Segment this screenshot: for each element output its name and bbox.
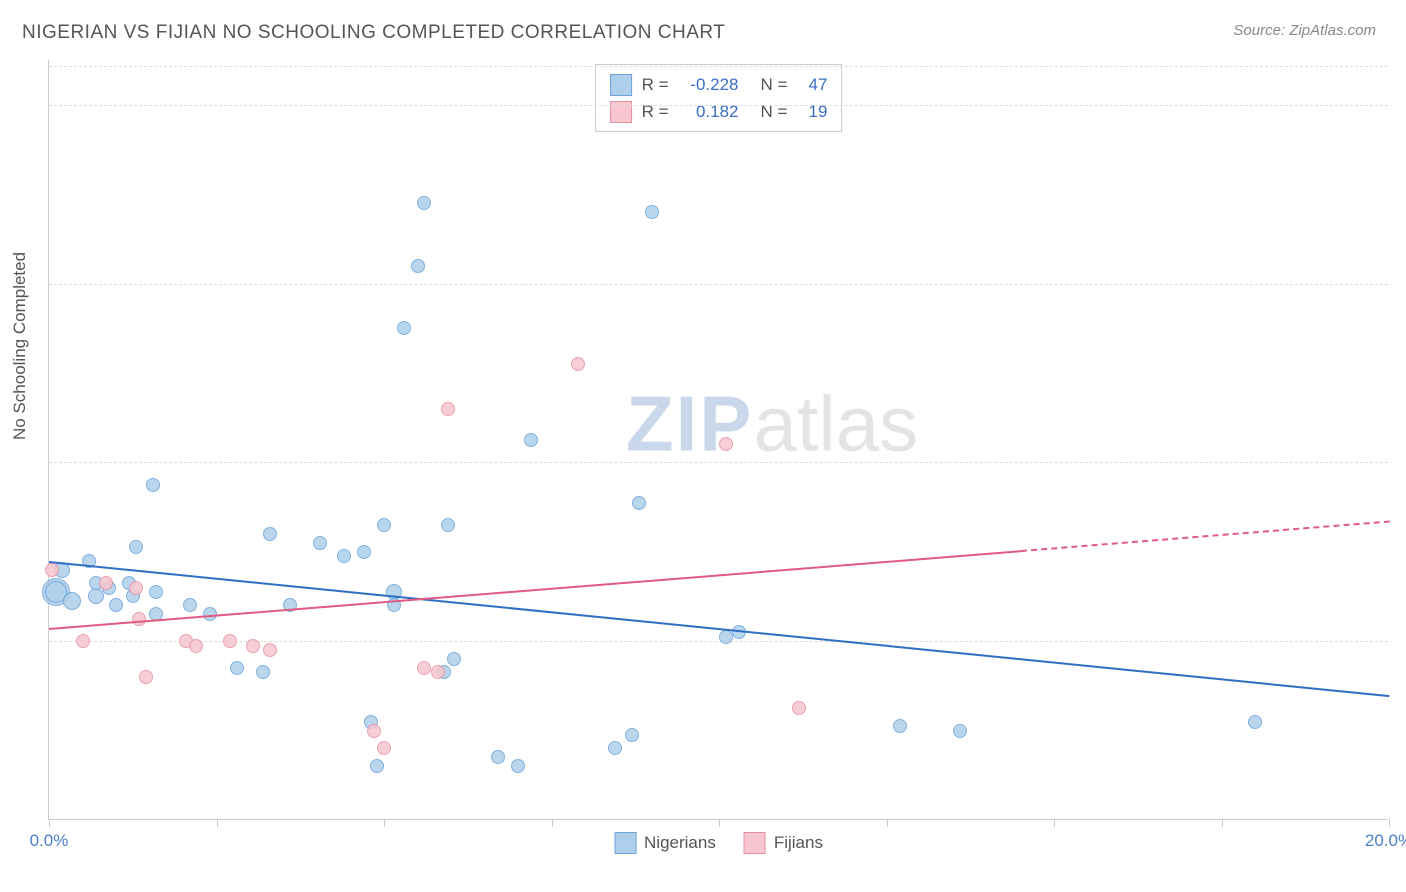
watermark-part1: ZIP: [626, 380, 753, 468]
y-axis-label: No Schooling Completed: [10, 252, 30, 440]
n-label: N =: [761, 98, 788, 125]
data-point: [223, 634, 237, 648]
legend-swatch: [744, 832, 766, 854]
data-point: [256, 665, 270, 679]
chart-plot-area: ZIPatlas R =-0.228N =47R =0.182N =19 Nig…: [48, 60, 1388, 820]
legend-label: Nigerians: [644, 833, 716, 853]
x-tick: [1222, 819, 1223, 827]
data-point: [417, 196, 431, 210]
data-point: [109, 598, 123, 612]
data-point: [645, 205, 659, 219]
data-point: [953, 724, 967, 738]
data-point: [571, 357, 585, 371]
trend-line: [49, 550, 1021, 630]
chart-title: NIGERIAN VS FIJIAN NO SCHOOLING COMPLETE…: [22, 22, 725, 44]
legend-label: Fijians: [774, 833, 823, 853]
data-point: [431, 665, 445, 679]
data-point: [129, 581, 143, 595]
x-tick: [384, 819, 385, 827]
source-attribution: Source: ZipAtlas.com: [1233, 22, 1376, 39]
data-point: [263, 643, 277, 657]
grid-line: [49, 284, 1388, 285]
data-point: [719, 437, 733, 451]
x-tick: [552, 819, 553, 827]
data-point: [139, 670, 153, 684]
stats-row: R = 0.182 N = 19: [610, 98, 828, 125]
data-point: [370, 759, 384, 773]
data-point: [63, 592, 81, 610]
y-tick-label: 6.0%: [1393, 274, 1406, 294]
data-point: [411, 259, 425, 273]
data-point: [99, 576, 113, 590]
data-point: [132, 612, 146, 626]
data-point: [189, 639, 203, 653]
x-tick: [217, 819, 218, 827]
data-point: [397, 321, 411, 335]
r-label: R =: [642, 71, 669, 98]
r-label: R =: [642, 98, 669, 125]
data-point: [146, 478, 160, 492]
x-tick: [1389, 819, 1390, 827]
grid-line: [49, 105, 1388, 106]
data-point: [511, 759, 525, 773]
grid-line: [49, 462, 1388, 463]
x-tick: [887, 819, 888, 827]
x-tick: [719, 819, 720, 827]
data-point: [337, 549, 351, 563]
x-tick-label: 20.0%: [1365, 831, 1406, 851]
y-tick-label: 4.0%: [1393, 452, 1406, 472]
x-tick: [49, 819, 50, 827]
data-point: [608, 741, 622, 755]
data-point: [447, 652, 461, 666]
data-point: [230, 661, 244, 675]
trend-line: [1020, 520, 1389, 551]
y-tick-label: 2.0%: [1393, 631, 1406, 651]
data-point: [45, 563, 59, 577]
r-value: 0.182: [679, 98, 739, 125]
data-point: [792, 701, 806, 715]
data-point: [183, 598, 197, 612]
data-point: [377, 741, 391, 755]
grid-line: [49, 66, 1388, 67]
data-point: [377, 518, 391, 532]
data-point: [88, 588, 104, 604]
watermark-part2: atlas: [753, 380, 918, 468]
data-point: [367, 724, 381, 738]
x-tick-label: 0.0%: [30, 831, 69, 851]
data-point: [76, 634, 90, 648]
data-point: [149, 585, 163, 599]
correlation-stats-box: R = -0.228 N = 47 R = 0.182 N = 19: [595, 64, 843, 132]
trend-line: [49, 561, 1389, 697]
data-point: [893, 719, 907, 733]
data-point: [417, 661, 431, 675]
data-point: [441, 518, 455, 532]
data-point: [129, 540, 143, 554]
data-point: [491, 750, 505, 764]
data-point: [313, 536, 327, 550]
series-legend: Nigerians Fijians: [614, 832, 823, 854]
n-value: 19: [797, 98, 827, 125]
n-value: 47: [797, 71, 827, 98]
data-point: [441, 402, 455, 416]
data-point: [524, 433, 538, 447]
stats-row: R = -0.228 N = 47: [610, 71, 828, 98]
n-label: N =: [761, 71, 788, 98]
y-tick-label: 8.0%: [1393, 95, 1406, 115]
legend-swatch: [614, 832, 636, 854]
r-value: -0.228: [679, 71, 739, 98]
x-tick: [1054, 819, 1055, 827]
data-point: [632, 496, 646, 510]
watermark: ZIPatlas: [626, 379, 918, 470]
source-prefix: Source:: [1233, 22, 1289, 39]
data-point: [719, 630, 733, 644]
data-point: [625, 728, 639, 742]
series-swatch: [610, 74, 632, 96]
data-point: [263, 527, 277, 541]
source-link[interactable]: ZipAtlas.com: [1289, 22, 1376, 39]
data-point: [1248, 715, 1262, 729]
legend-item: Fijians: [744, 832, 823, 854]
data-point: [357, 545, 371, 559]
legend-item: Nigerians: [614, 832, 716, 854]
data-point: [246, 639, 260, 653]
